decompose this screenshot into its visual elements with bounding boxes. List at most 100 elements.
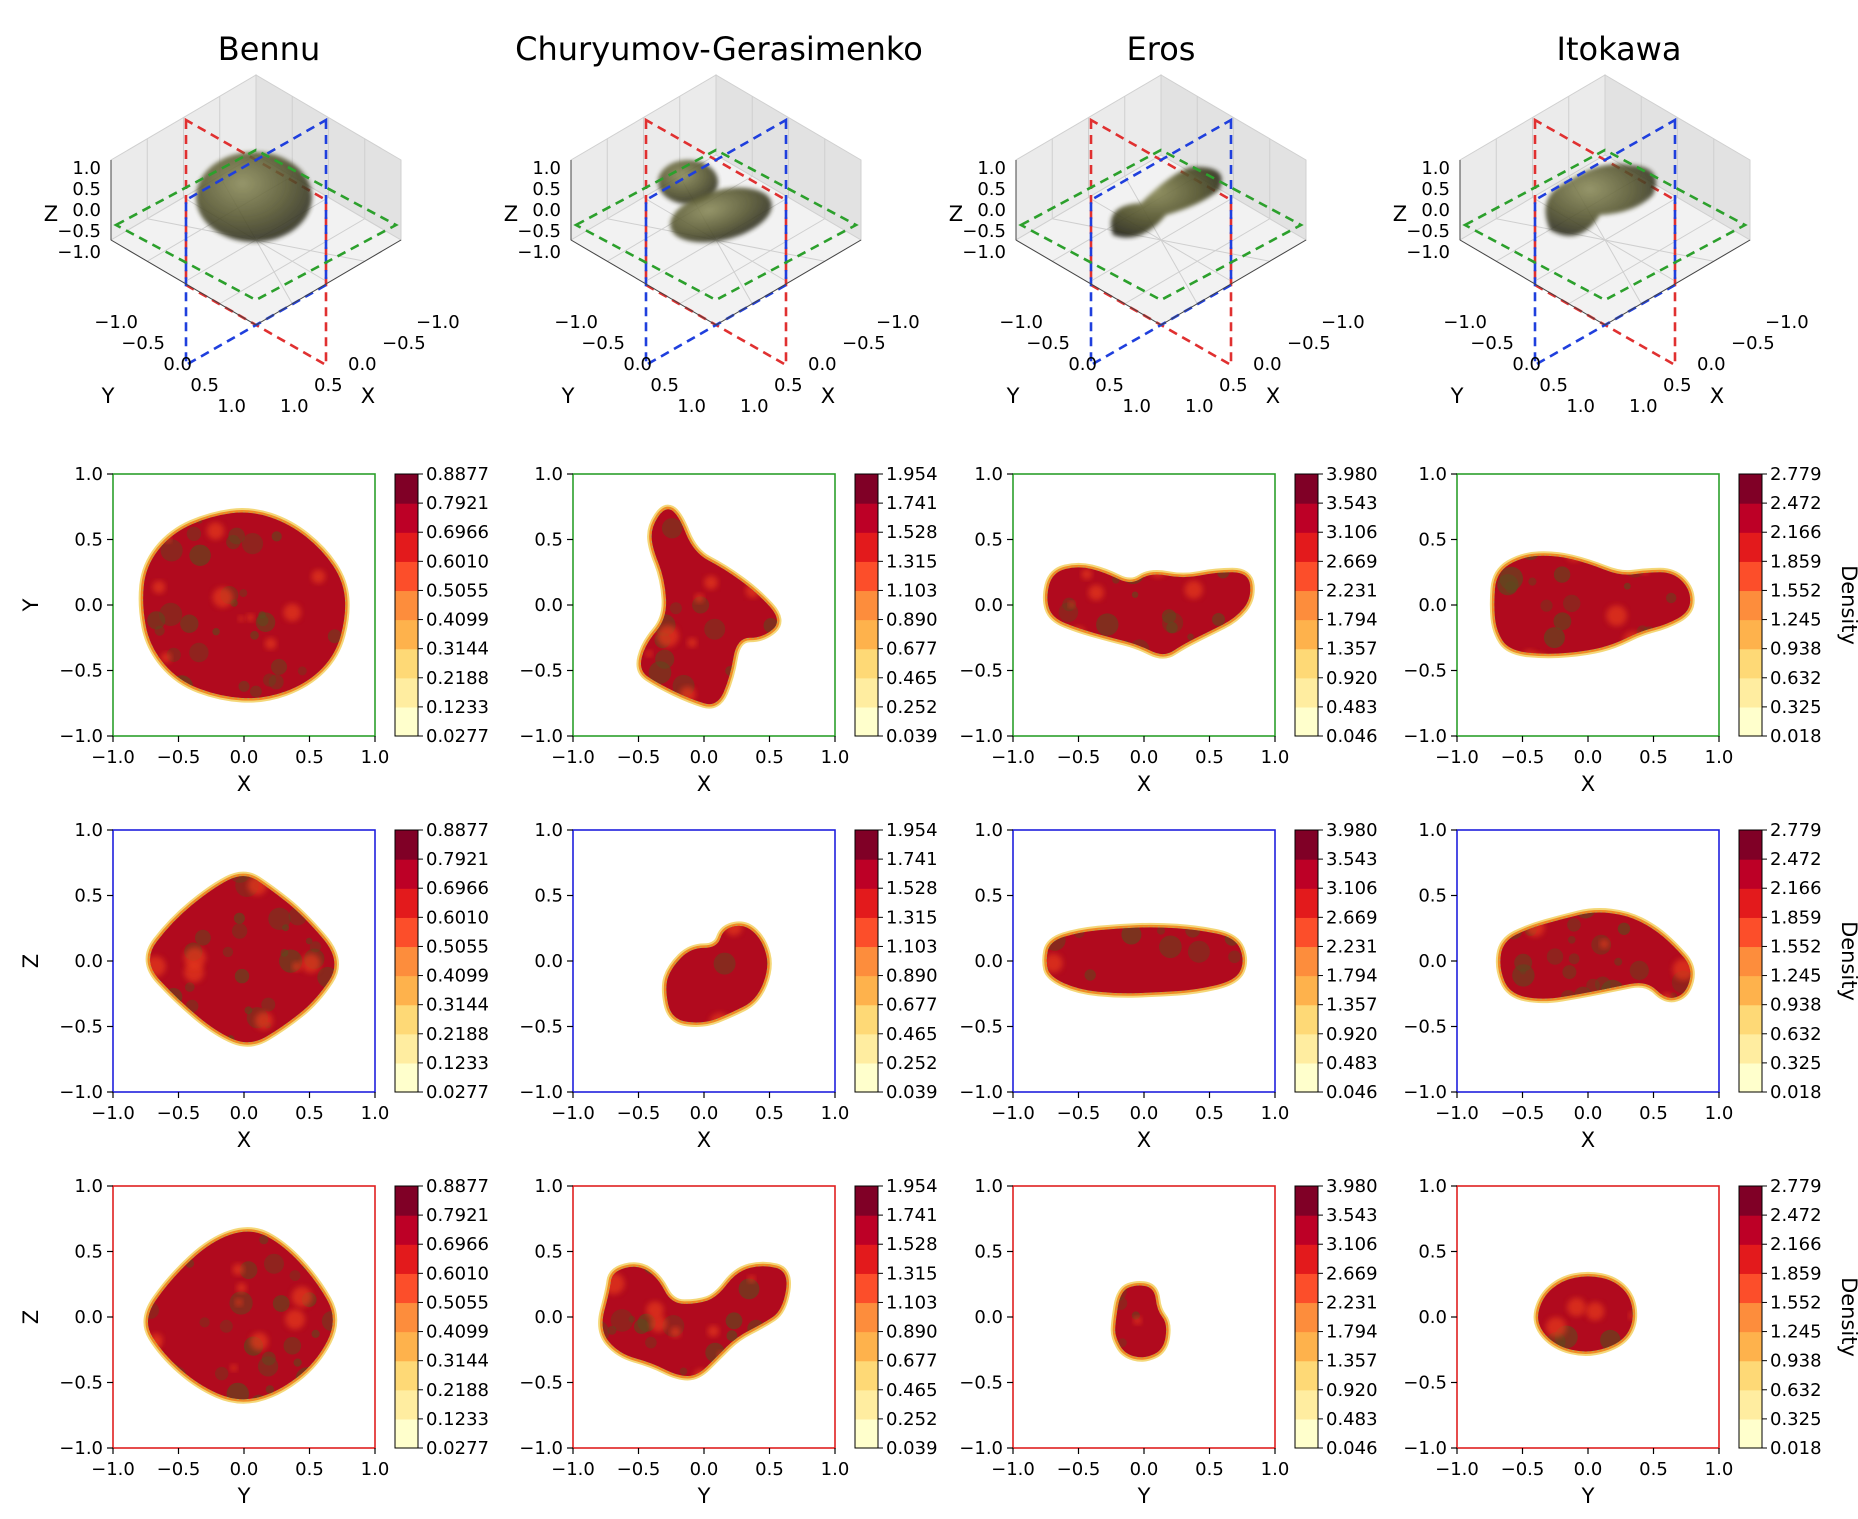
colorbar-tick-label: 0.8877 <box>426 1176 489 1197</box>
y-tick-label: 0.0 <box>74 595 103 616</box>
y-tick-label: 1.0 <box>1122 396 1151 417</box>
density-hotspot <box>1069 638 1084 653</box>
density-crater <box>319 528 339 548</box>
y-tick-label: −1.0 <box>519 1438 563 1459</box>
colorbar-band <box>395 975 418 1006</box>
density-crater <box>1669 1315 1690 1336</box>
colorbar-band <box>1295 503 1318 533</box>
density-crater <box>738 1014 763 1023</box>
colorbar-tick-label: 0.4099 <box>426 966 489 987</box>
colorbar-band <box>855 1360 878 1391</box>
density-hotspot <box>1159 1016 1181 1038</box>
y-tick-label: 0.0 <box>974 951 1003 972</box>
density-crater <box>1546 948 1564 965</box>
density-crater <box>186 526 202 541</box>
density-crater <box>1146 1007 1165 1026</box>
colorbar-tick-label: 2.669 <box>1326 1263 1378 1284</box>
colorbar-tick-label: 0.6966 <box>426 1234 489 1255</box>
density-crater <box>234 968 250 984</box>
colorbar-tick-label: 1.103 <box>886 1292 938 1313</box>
colorbar-band <box>395 1033 418 1064</box>
colorbar-tick-label: 3.980 <box>1326 820 1378 841</box>
density-hotspot <box>657 625 679 647</box>
density-panel-xz-bennu: −1.0−1.0 −0.5 −0.5 0.0 0.0 0.5 0.5 1.0 1.0 X Z <box>19 820 389 1152</box>
axis-y-edge <box>1015 239 1162 326</box>
colorbar-band <box>855 1244 878 1274</box>
colorbar-band <box>1295 888 1318 918</box>
y-tick-label: 0.5 <box>190 375 219 396</box>
x-axis-label: X <box>1137 1128 1151 1152</box>
y-tick-label: −1.0 <box>519 1082 563 1103</box>
colorbar-tick-label: 3.543 <box>1326 493 1378 514</box>
x-tick-label: 1.0 <box>1629 396 1658 417</box>
density-crater <box>1121 927 1142 945</box>
colorbar-band <box>1739 1215 1762 1245</box>
colorbar-band <box>395 1273 418 1304</box>
density-crater <box>1510 537 1528 555</box>
density-crater <box>192 876 207 883</box>
x-tick-label: 0.5 <box>314 375 343 396</box>
density-crater <box>602 559 616 573</box>
density-crater <box>1562 965 1577 980</box>
colorbar-tick-label: 0.632 <box>1770 1380 1822 1401</box>
colorbar-tick-label: 0.1233 <box>426 1053 489 1074</box>
colorbar-tick-label: 3.106 <box>1326 878 1378 899</box>
density-crater <box>738 525 753 540</box>
y-tick-label: 1.0 <box>74 820 103 841</box>
density-crater <box>628 974 637 983</box>
plane-xy-outline <box>113 148 399 302</box>
density-crater <box>1222 1349 1233 1360</box>
colorbar-band <box>1739 1186 1762 1216</box>
x-tick-label: −1.0 <box>91 1459 135 1480</box>
y-tick-label: 0.0 <box>1068 354 1097 375</box>
plane-xz-outline <box>1533 117 1677 368</box>
y-tick-label: 0.5 <box>1418 530 1447 551</box>
density-crater <box>1536 661 1545 670</box>
colorbar-band <box>1739 1389 1762 1420</box>
z-tick-label: −0.5 <box>1406 221 1450 242</box>
density-hotspot <box>625 996 633 1004</box>
density-crater <box>628 1315 636 1323</box>
density-hotspot <box>230 1364 238 1372</box>
density-crater <box>309 941 321 953</box>
colorbar-frame <box>1738 1185 1763 1449</box>
density-crater <box>1052 1027 1061 1036</box>
density-crater <box>720 1359 739 1376</box>
colorbar-band <box>395 859 418 889</box>
density-hotspot <box>157 1380 177 1400</box>
colorbar-tick-label: 0.046 <box>1326 1082 1378 1103</box>
colorbar-tick-label: 1.528 <box>886 522 938 543</box>
colorbar-band <box>855 1389 878 1420</box>
x-tick-label: 1.0 <box>821 1459 850 1480</box>
shape-3d-bennu: 1.00.50.0−0.5−1.0Z−1.0−0.50.00.51.0Y−1.0… <box>44 74 460 417</box>
colorbar-band <box>395 830 418 860</box>
density-panel-xy-eros: −1.0−1.0 −0.5 −0.5 0.0 0.0 0.5 0.5 1.0 1.0 X <box>959 464 1289 796</box>
density-hotspot <box>246 613 255 622</box>
y-tick-label: −0.5 <box>1403 661 1447 682</box>
density-crater <box>1506 1340 1525 1359</box>
density-crater <box>268 907 291 930</box>
colorbar-tick-label: 3.980 <box>1326 1176 1378 1197</box>
density-crater <box>1644 541 1658 555</box>
density-crater <box>333 1014 335 1023</box>
density-crater <box>1212 613 1225 626</box>
colorbar-band <box>395 888 418 918</box>
density-crater <box>261 1351 276 1366</box>
density-crater <box>1491 1354 1511 1374</box>
density-crater <box>608 1236 621 1249</box>
y-tick-label: −0.5 <box>959 1373 1003 1394</box>
colorbar-tick-label: 3.543 <box>1326 849 1378 870</box>
colorbar-frame <box>1294 829 1319 1093</box>
density-hotspot <box>232 1263 244 1276</box>
colorbar-frame <box>854 1185 879 1449</box>
colorbar-tick-label: 0.6010 <box>426 1263 489 1284</box>
density-crater <box>321 1310 333 1332</box>
density-crater <box>783 925 800 942</box>
grid-line <box>679 218 826 305</box>
density-crater <box>1156 660 1174 678</box>
colorbar-band <box>1739 830 1762 860</box>
y-tick-label: 0.5 <box>974 530 1003 551</box>
x-axis-label: Y <box>697 1484 711 1508</box>
density-hotspot <box>1167 1340 1182 1355</box>
density-crater <box>1131 591 1139 598</box>
